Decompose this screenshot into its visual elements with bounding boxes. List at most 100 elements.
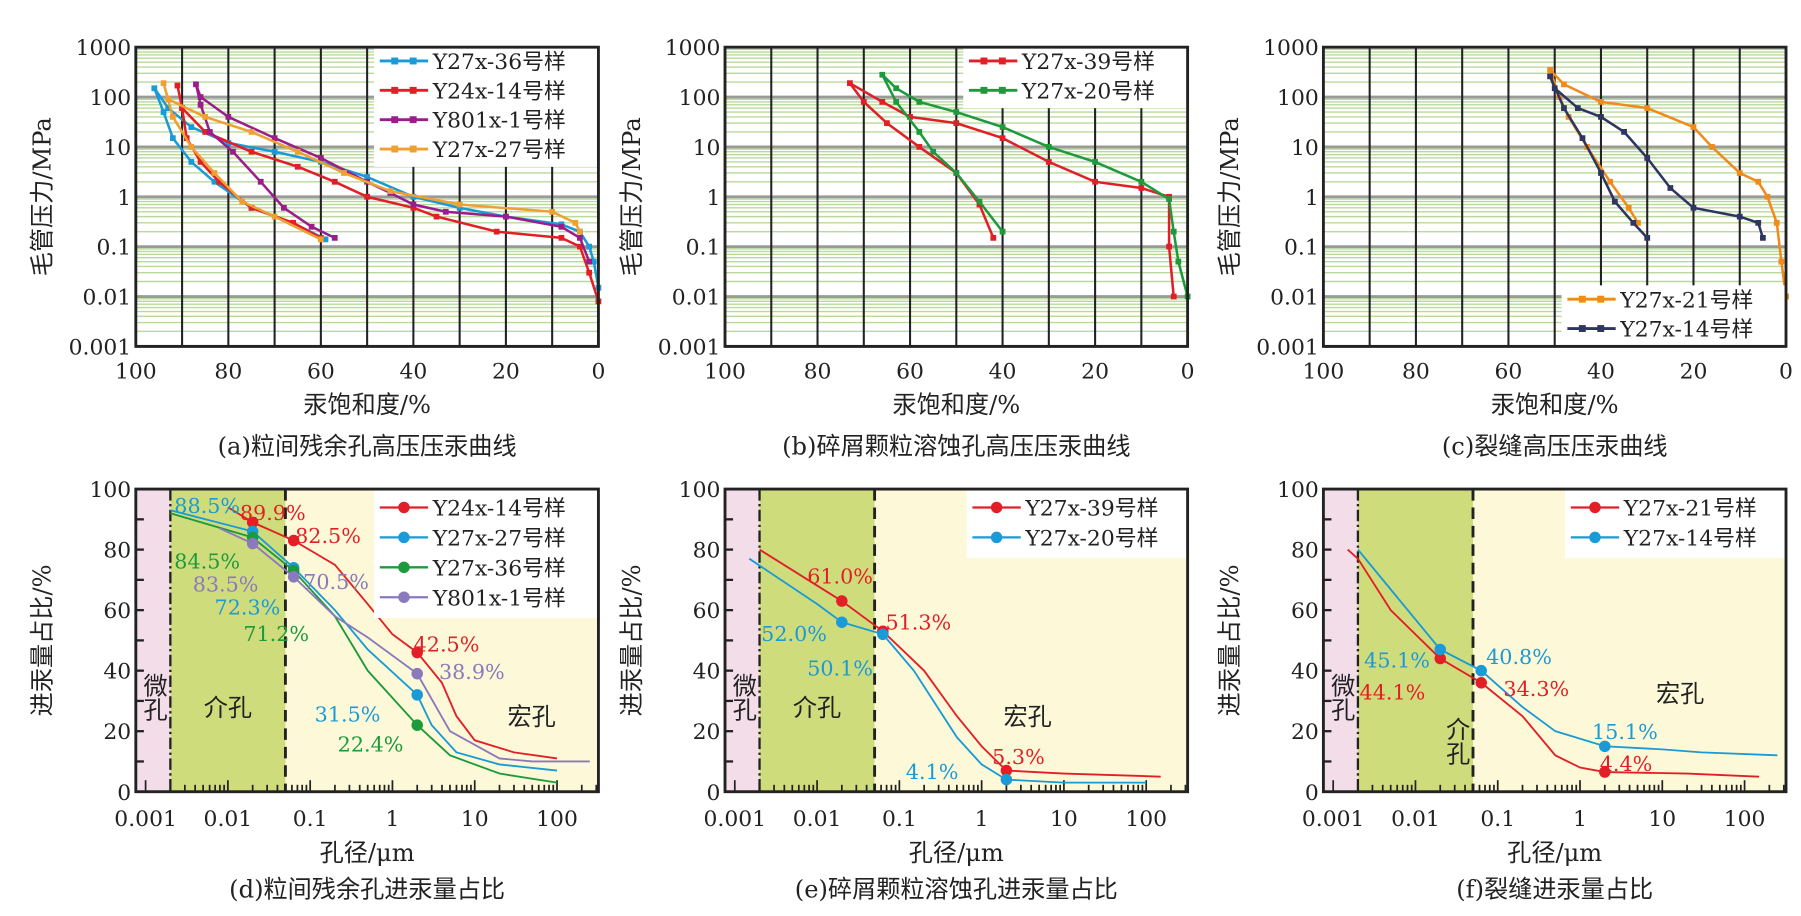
data-marker [1599, 740, 1611, 753]
data-point [577, 234, 583, 241]
data-point [364, 193, 371, 200]
series-line [227, 506, 558, 760]
legend-marker [990, 531, 1003, 544]
region-label-mesopore: 介孔 [204, 694, 252, 722]
x-tick-label: 0.1 [293, 807, 328, 832]
legend-marker [409, 57, 417, 65]
legend-marker [980, 86, 988, 94]
data-point [188, 159, 195, 165]
legend-marker [409, 116, 417, 124]
data-point [206, 129, 213, 135]
legend-marker [391, 116, 399, 124]
data-point [239, 198, 246, 205]
data-point [410, 201, 417, 208]
mesopore-region [170, 489, 286, 792]
data-label: 34.3% [1503, 677, 1569, 701]
plot-frame [723, 487, 1190, 794]
data-point [930, 148, 937, 155]
data-point [280, 204, 287, 211]
subfigure-caption: (f)裂缝进汞量占比 [1456, 876, 1653, 904]
data-point [577, 228, 583, 235]
data-point [317, 155, 324, 161]
y-tick-label: 80 [693, 539, 721, 564]
legend-marker [1589, 501, 1601, 514]
legend-label: Y801x-1号样 [432, 586, 566, 611]
x-tick-label: 100 [115, 360, 157, 385]
legend-label: Y27x-27号样 [432, 526, 566, 551]
data-point [322, 236, 329, 243]
x-axis-title: 汞饱和度/% [303, 391, 431, 419]
y-tick-label: 40 [1291, 660, 1319, 685]
data-point [1635, 219, 1641, 226]
y-tick-label: 100 [89, 478, 131, 503]
data-label: 38.9% [439, 660, 505, 684]
data-marker [287, 534, 300, 547]
data-point [1166, 243, 1172, 250]
legend-marker [998, 57, 1006, 65]
legend-marker [1589, 531, 1601, 544]
data-point [230, 148, 236, 155]
data-label: 89.9% [240, 501, 306, 525]
data-label: 82.5% [295, 524, 361, 548]
y-tick-label: 0.1 [1284, 236, 1319, 261]
data-marker [411, 719, 423, 731]
data-point [1166, 196, 1172, 202]
y-tick-label: 1 [1305, 186, 1319, 211]
data-point [893, 99, 900, 105]
data-point [1625, 204, 1632, 211]
y-axis-title: 进汞量占比/% [618, 564, 646, 716]
data-label: 4.4% [1600, 752, 1653, 776]
data-point [1574, 105, 1581, 111]
region-label-mesopore: 介孔 [1442, 717, 1470, 765]
data-point [169, 135, 176, 142]
legend-label: Y27x-20号样 [1024, 526, 1158, 551]
data-point [188, 124, 195, 130]
y-tick-label: 60 [103, 599, 131, 624]
data-label: 72.3% [215, 596, 281, 620]
data-label: 40.8% [1486, 645, 1552, 669]
data-point [1170, 228, 1177, 235]
chart-d: 88.5% 89.9%82.5% 84.5%83.5%72.3%71.2% 70.5%… [29, 478, 600, 904]
data-marker [877, 628, 889, 641]
x-tick-label: 40 [989, 360, 1017, 385]
data-marker [411, 667, 423, 680]
y-axis-title: 毛管压力/MPa [618, 117, 646, 276]
data-marker [1434, 652, 1446, 665]
data-point [1598, 99, 1604, 105]
x-tick-label: 100 [1724, 807, 1766, 832]
data-label: 52.0% [761, 622, 827, 646]
region-label-micropore: 微孔 [728, 673, 756, 721]
data-point [990, 234, 997, 241]
y-tick-label: 1 [117, 186, 131, 211]
data-marker [1475, 677, 1487, 689]
legend-marker [998, 86, 1006, 94]
x-tick-label: 20 [492, 360, 520, 385]
data-point [847, 80, 853, 87]
x-axis-title: 汞饱和度/% [892, 391, 1020, 419]
data-point [456, 204, 463, 211]
data-point [188, 144, 195, 150]
x-tick-label: 80 [1402, 360, 1430, 385]
data-point [586, 258, 593, 265]
x-axis-title: 孔径/μm [320, 839, 415, 867]
data-point [503, 213, 509, 220]
data-label: 50.1% [807, 656, 873, 680]
chart-e: 61.0% 51.3% 52.0% 50.1% 5.3% 4.1% 微孔 介孔 宏孔 Y27x-3… [618, 478, 1190, 904]
data-point [1547, 73, 1553, 80]
x-tick-label: 0 [1181, 360, 1195, 385]
series-line [1347, 548, 1760, 778]
y-tick-label: 1000 [76, 36, 132, 61]
data-point [294, 148, 301, 155]
data-point [331, 234, 338, 241]
y-tick-label: 40 [693, 660, 721, 685]
y-tick-label: 0.01 [83, 286, 132, 311]
y-tick-label: 60 [693, 599, 721, 624]
legend-marker [1597, 295, 1605, 303]
plot-frame [1321, 487, 1788, 794]
y-tick-label: 0.001 [1256, 335, 1319, 360]
data-label: 51.3% [885, 610, 951, 634]
plot-frame [723, 45, 1190, 348]
data-marker [246, 516, 259, 529]
data-point [1736, 170, 1743, 176]
